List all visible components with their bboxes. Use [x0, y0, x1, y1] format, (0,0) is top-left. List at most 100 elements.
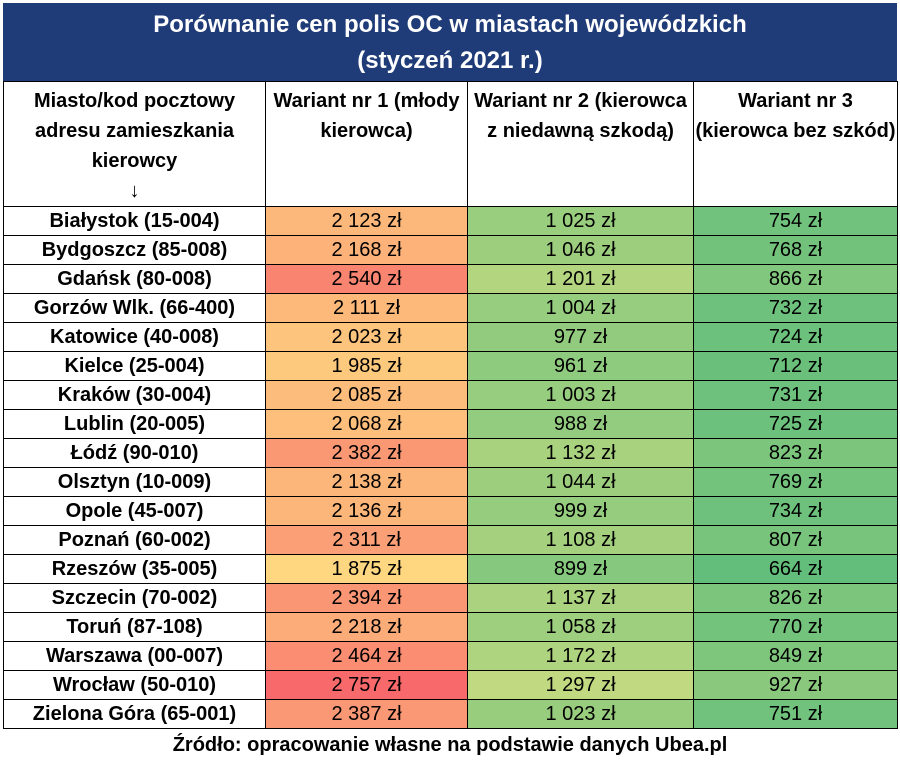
price-cell-variant-3: 734 zł [693, 496, 898, 526]
city-cell: Zielona Góra (65-001) [3, 699, 266, 729]
price-cell-variant-1: 2 394 zł [265, 583, 468, 613]
table-row: Rzeszów (35-005) 1 875 zł 899 zł 664 zł [3, 554, 898, 584]
price-cell-variant-1: 2 138 zł [265, 467, 468, 497]
price-cell-variant-3: 826 zł [693, 583, 898, 613]
price-cell-variant-1: 2 168 zł [265, 235, 468, 265]
chart-title: Porównanie cen polis OC w miastach wojew… [3, 3, 897, 81]
price-cell-variant-1: 2 068 zł [265, 409, 468, 439]
price-cell-variant-1: 2 085 zł [265, 380, 468, 410]
city-cell: Lublin (20-005) [3, 409, 266, 439]
price-cell-variant-3: 770 zł [693, 612, 898, 642]
table-row: Wrocław (50-010) 2 757 zł 1 297 zł 927 zł [3, 670, 898, 700]
price-cell-variant-1: 2 218 zł [265, 612, 468, 642]
header-variant-3: Wariant nr 3 (kierowca bez szkód) [693, 81, 898, 207]
price-cell-variant-3: 866 zł [693, 264, 898, 294]
price-cell-variant-2: 1 023 zł [467, 699, 694, 729]
header-row: Miasto/kod pocztowy adresu zamieszkania … [3, 81, 898, 207]
price-cell-variant-1: 2 123 zł [265, 206, 468, 236]
price-cell-variant-2: 988 zł [467, 409, 694, 439]
price-cell-variant-3: 769 zł [693, 467, 898, 497]
price-cell-variant-2: 961 zł [467, 351, 694, 381]
title-line-2: (styczeń 2021 r.) [357, 47, 543, 74]
price-cell-variant-2: 977 zł [467, 322, 694, 352]
price-cell-variant-1: 2 023 zł [265, 322, 468, 352]
city-cell: Białystok (15-004) [3, 206, 266, 236]
price-cell-variant-2: 1 025 zł [467, 206, 694, 236]
price-cell-variant-1: 2 311 zł [265, 525, 468, 555]
price-cell-variant-2: 1 137 zł [467, 583, 694, 613]
table-row: Olsztyn (10-009) 2 138 zł 1 044 zł 769 zł [3, 467, 898, 497]
arrow-down-icon: ↓ [129, 180, 140, 202]
price-cell-variant-2: 999 zł [467, 496, 694, 526]
table-row: Gdańsk (80-008) 2 540 zł 1 201 zł 866 zł [3, 264, 898, 294]
price-cell-variant-2: 899 zł [467, 554, 694, 584]
price-cell-variant-3: 807 zł [693, 525, 898, 555]
price-cell-variant-3: 754 zł [693, 206, 898, 236]
price-cell-variant-2: 1 044 zł [467, 467, 694, 497]
header-city-label: Miasto/kod pocztowy adresu zamieszkania … [33, 90, 236, 172]
table-row: Lublin (20-005) 2 068 zł 988 zł 725 zł [3, 409, 898, 439]
price-cell-variant-2: 1 058 zł [467, 612, 694, 642]
header-variant-1: Wariant nr 1 (młody kierowca) [265, 81, 468, 207]
table-body: Białystok (15-004) 2 123 zł 1 025 zł 754 zł… [3, 206, 898, 729]
price-cell-variant-2: 1 172 zł [467, 641, 694, 671]
table-row: Opole (45-007) 2 136 zł 999 zł 734 zł [3, 496, 898, 526]
price-cell-variant-2: 1 132 zł [467, 438, 694, 468]
city-cell: Olsztyn (10-009) [3, 467, 266, 497]
city-cell: Łódź (90-010) [3, 438, 266, 468]
price-cell-variant-3: 732 zł [693, 293, 898, 323]
price-cell-variant-3: 849 zł [693, 641, 898, 671]
header-variant-2: Wariant nr 2 (kierowca z niedawną szkodą… [467, 81, 694, 207]
table-row: Bydgoszcz (85-008) 2 168 zł 1 046 zł 768 zł [3, 235, 898, 265]
price-cell-variant-3: 664 zł [693, 554, 898, 584]
table-row: Kraków (30-004) 2 085 zł 1 003 zł 731 zł [3, 380, 898, 410]
price-cell-variant-2: 1 003 zł [467, 380, 694, 410]
city-cell: Poznań (60-002) [3, 525, 266, 555]
price-table: Miasto/kod pocztowy adresu zamieszkania … [3, 81, 898, 729]
table-row: Gorzów Wlk. (66-400) 2 111 zł 1 004 zł 732 … [3, 293, 898, 323]
price-cell-variant-2: 1 004 zł [467, 293, 694, 323]
header-city: Miasto/kod pocztowy adresu zamieszkania … [3, 81, 266, 207]
city-cell: Toruń (87-108) [3, 612, 266, 642]
table-row: Szczecin (70-002) 2 394 zł 1 137 zł 826 zł [3, 583, 898, 613]
price-cell-variant-1: 2 111 zł [265, 293, 468, 323]
table-row: Białystok (15-004) 2 123 zł 1 025 zł 754 zł [3, 206, 898, 236]
source-note: Źródło: opracowanie własne na podstawie … [172, 734, 728, 756]
city-cell: Gdańsk (80-008) [3, 264, 266, 294]
price-cell-variant-3: 725 zł [693, 409, 898, 439]
city-cell: Opole (45-007) [3, 496, 266, 526]
price-cell-variant-2: 1 297 zł [467, 670, 694, 700]
price-cell-variant-1: 2 464 zł [265, 641, 468, 671]
city-cell: Kielce (25-004) [3, 351, 266, 381]
price-cell-variant-3: 768 zł [693, 235, 898, 265]
table-row: Katowice (40-008) 2 023 zł 977 zł 724 zł [3, 322, 898, 352]
city-cell: Katowice (40-008) [3, 322, 266, 352]
city-cell: Kraków (30-004) [3, 380, 266, 410]
price-cell-variant-1: 2 757 zł [265, 670, 468, 700]
table-row: Warszawa (00-007) 2 464 zł 1 172 zł 849 zł [3, 641, 898, 671]
price-cell-variant-1: 2 136 zł [265, 496, 468, 526]
price-cell-variant-1: 2 540 zł [265, 264, 468, 294]
price-cell-variant-1: 2 382 zł [265, 438, 468, 468]
price-cell-variant-2: 1 201 zł [467, 264, 694, 294]
city-cell: Rzeszów (35-005) [3, 554, 266, 584]
price-cell-variant-3: 751 zł [693, 699, 898, 729]
table-row: Toruń (87-108) 2 218 zł 1 058 zł 770 zł [3, 612, 898, 642]
table-row: Kielce (25-004) 1 985 zł 961 zł 712 zł [3, 351, 898, 381]
table-row: Zielona Góra (65-001) 2 387 zł 1 023 zł 751… [3, 699, 898, 729]
table-row: Łódź (90-010) 2 382 zł 1 132 zł 823 zł [3, 438, 898, 468]
city-cell: Szczecin (70-002) [3, 583, 266, 613]
price-cell-variant-3: 823 zł [693, 438, 898, 468]
price-cell-variant-1: 1 875 zł [265, 554, 468, 584]
table-row: Poznań (60-002) 2 311 zł 1 108 zł 807 zł [3, 525, 898, 555]
price-cell-variant-3: 712 zł [693, 351, 898, 381]
price-cell-variant-3: 927 zł [693, 670, 898, 700]
price-cell-variant-3: 731 zł [693, 380, 898, 410]
price-cell-variant-1: 1 985 zł [265, 351, 468, 381]
city-cell: Warszawa (00-007) [3, 641, 266, 671]
price-cell-variant-3: 724 zł [693, 322, 898, 352]
price-cell-variant-1: 2 387 zł [265, 699, 468, 729]
city-cell: Gorzów Wlk. (66-400) [3, 293, 266, 323]
price-cell-variant-2: 1 046 zł [467, 235, 694, 265]
